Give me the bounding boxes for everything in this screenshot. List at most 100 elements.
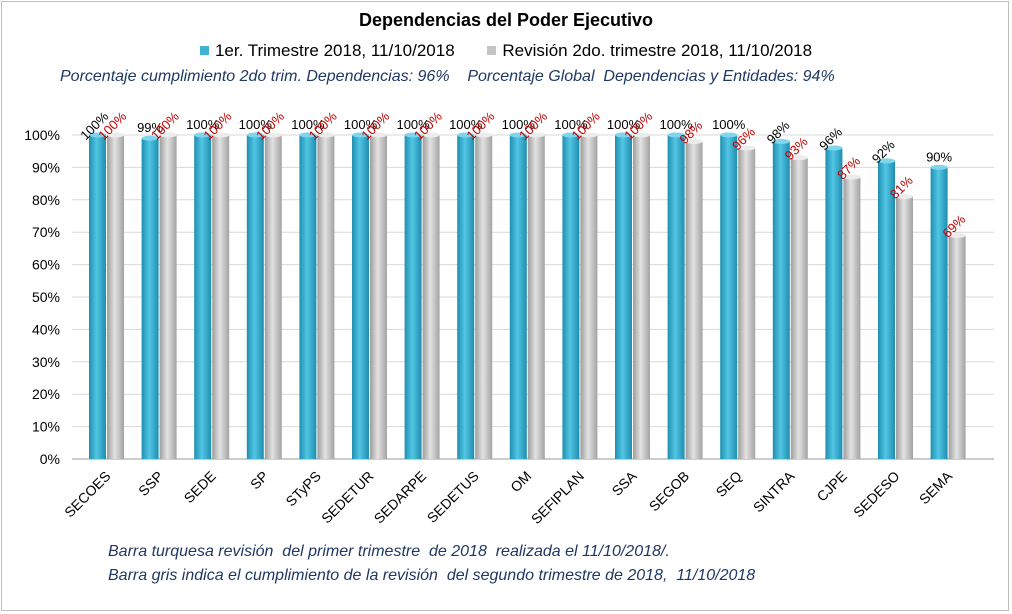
x-category-label: SEMA (916, 467, 956, 507)
bar-series-2 (264, 135, 282, 459)
data-label-series-1: 100% (186, 117, 220, 132)
data-label-series-1: 100% (659, 117, 693, 132)
bar-top-series-1 (615, 132, 632, 138)
x-category-label: CJPE (813, 468, 850, 505)
data-label-series-1: 100% (396, 117, 430, 132)
bar-top-series-1 (667, 132, 685, 138)
x-category-label: SEDETUR (318, 468, 377, 527)
bar-top-series-1 (825, 145, 843, 151)
data-label-series-1: 100% (554, 117, 588, 132)
bar-series-1 (667, 135, 685, 459)
bar-series-1 (89, 135, 106, 459)
bar-series-2 (370, 135, 387, 459)
y-tick-label: 0% (40, 451, 60, 467)
bar-series-1 (720, 135, 738, 459)
bar-top-series-1 (352, 132, 369, 138)
legend-swatch-series-2 (487, 46, 497, 56)
bar-top-series-1 (404, 132, 422, 138)
bar-top-series-1 (299, 132, 317, 138)
bar-series-1 (352, 135, 369, 459)
data-label-series-1: 100% (502, 117, 536, 132)
x-category-label: SEQ (713, 468, 745, 500)
x-category-label: SSP (135, 468, 166, 499)
bar-series-2 (738, 147, 756, 459)
bar-top-series-2 (738, 145, 756, 151)
bar-top-series-2 (580, 132, 598, 138)
x-category-label: SEDE (181, 468, 219, 506)
bar-top-series-2 (948, 232, 966, 238)
bar-top-series-2 (159, 132, 177, 138)
bar-top-series-1 (194, 132, 212, 138)
data-label-series-1: 100% (449, 117, 483, 132)
bar-top-series-1 (509, 132, 527, 138)
legend-swatch-series-1 (199, 46, 209, 56)
bar-top-series-1 (772, 138, 790, 144)
bar-series-1 (141, 138, 159, 460)
bar-series-2 (790, 157, 808, 459)
bar-top-series-1 (89, 132, 106, 138)
bar-top-series-2 (370, 132, 387, 138)
bar-top-series-2 (475, 132, 493, 138)
bar-series-1 (509, 135, 527, 459)
footnote-2: Barra gris indica el cumplimiento de la … (108, 567, 756, 584)
y-tick-label: 100% (24, 127, 60, 143)
y-tick-label: 80% (32, 192, 60, 208)
bar-top-series-2 (422, 132, 440, 138)
bar-series-2 (527, 135, 545, 459)
bar-series-1 (246, 135, 264, 459)
x-category-label: SINTRA (750, 467, 798, 515)
bar-top-series-1 (246, 132, 264, 138)
bar-series-2 (843, 177, 861, 459)
data-label-series-1: 100% (712, 117, 746, 132)
y-tick-label: 60% (32, 257, 60, 273)
bar-series-1 (615, 135, 632, 459)
data-label-series-1: 99% (137, 120, 163, 135)
chart-subtitle: Porcentaje cumplimiento 2do trim. Depend… (60, 68, 835, 85)
bar-top-series-2 (633, 132, 650, 138)
legend-label-series-1: 1er. Trimestre 2018, 11/10/2018 (214, 41, 455, 60)
data-label-series-1: 100% (344, 117, 378, 132)
y-tick-label: 10% (32, 419, 60, 435)
data-label-series-1: 90% (926, 149, 952, 164)
footnote-1: Barra turquesa revisión del primer trime… (108, 543, 670, 560)
bar-series-2 (948, 235, 966, 459)
bar-top-series-2 (896, 194, 913, 200)
bar-top-series-2 (212, 132, 230, 138)
bar-series-1 (404, 135, 422, 459)
bar-top-series-1 (930, 164, 948, 170)
y-tick-label: 70% (32, 224, 60, 240)
bar-series-1 (562, 135, 580, 459)
bar-series-2 (896, 196, 913, 459)
x-category-label: SEGOB (646, 468, 693, 515)
bar-series-2 (580, 135, 598, 459)
bar-top-series-2 (790, 155, 808, 161)
x-category-label: SECOES (61, 468, 114, 521)
bar-top-series-2 (107, 132, 124, 138)
legend-item-series-2: Revisión 2do. trimestre 2018, 11/10/2018 (487, 41, 812, 61)
bar-series-2 (159, 135, 177, 459)
data-label-series-1: 100% (291, 117, 325, 132)
bar-top-series-2 (685, 138, 703, 144)
bar-top-series-1 (720, 132, 738, 138)
legend-item-series-1: 1er. Trimestre 2018, 11/10/2018 (199, 41, 455, 61)
bar-series-1 (457, 135, 475, 459)
bar-series-1 (194, 135, 212, 459)
bar-top-series-1 (562, 132, 580, 138)
bar-top-series-2 (843, 174, 861, 180)
bar-series-2 (422, 135, 440, 459)
data-label-series-1: 100% (607, 117, 641, 132)
bar-series-1 (772, 141, 790, 460)
bar-top-series-1 (878, 158, 895, 164)
x-category-label: STyPS (282, 468, 324, 510)
bar-series-2 (212, 135, 230, 459)
bar-series-2 (685, 141, 703, 460)
bar-series-2 (633, 135, 650, 459)
bar-series-2 (107, 135, 124, 459)
bar-series-1 (930, 167, 948, 459)
bar-top-series-1 (457, 132, 475, 138)
legend: 1er. Trimestre 2018, 11/10/2018 Revisión… (0, 41, 1012, 61)
bar-series-1 (878, 160, 895, 460)
bar-series-2 (475, 135, 493, 459)
